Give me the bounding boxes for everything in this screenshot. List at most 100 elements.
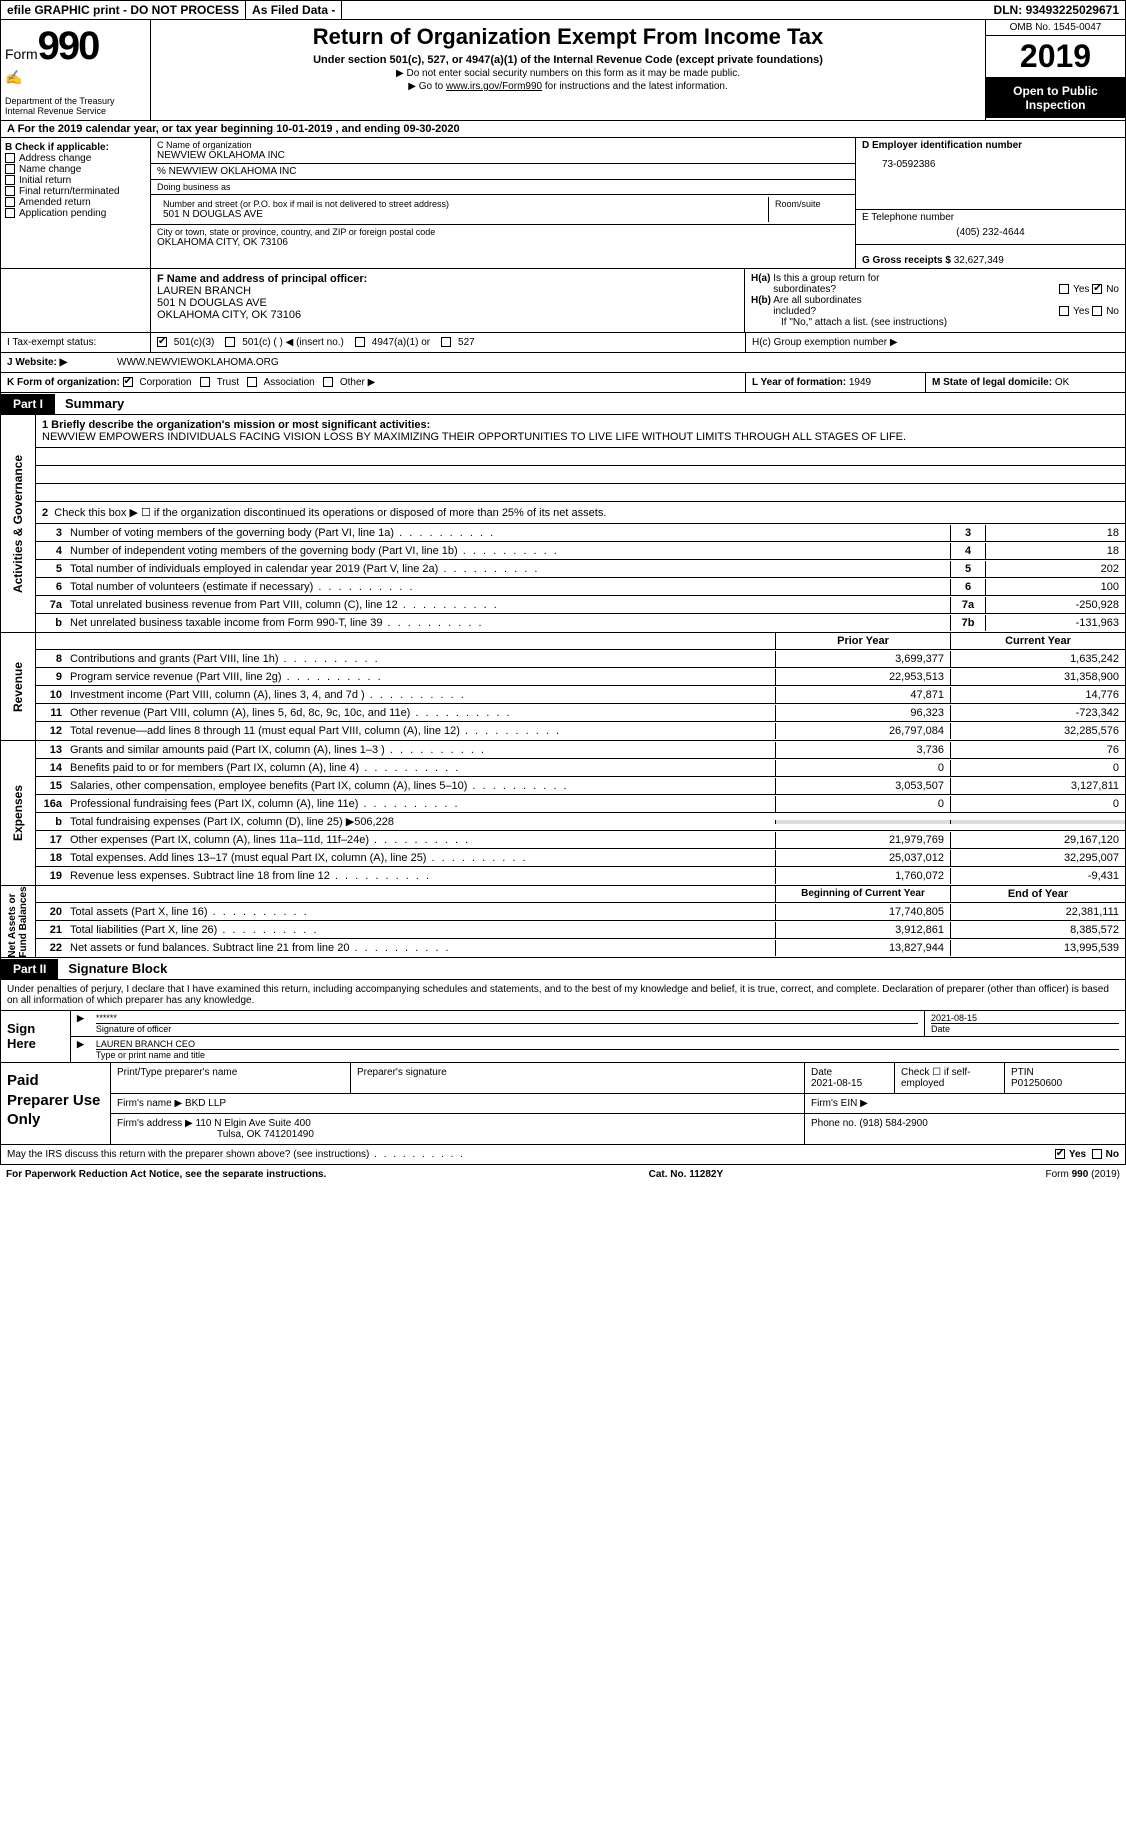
part2-header: Part II Signature Block xyxy=(0,958,1126,980)
chk-final-return[interactable]: Final return/terminated xyxy=(5,186,146,197)
officer-addr: 501 N DOUGLAS AVE xyxy=(157,297,738,309)
chk-527[interactable] xyxy=(441,337,451,347)
paid-preparer-section: Paid Preparer Use Only Print/Type prepar… xyxy=(1,1062,1125,1144)
chk-assoc[interactable] xyxy=(247,377,257,387)
chk-address-change[interactable]: Address change xyxy=(5,153,146,164)
part1-header: Part I Summary xyxy=(0,393,1126,415)
firm-city: Tulsa, OK 741201490 xyxy=(117,1129,314,1140)
current-year-hdr: Current Year xyxy=(950,633,1125,649)
form-word: Form xyxy=(5,46,38,62)
chk-501c3[interactable] xyxy=(157,337,167,347)
expenses-section: Expenses 13Grants and similar amounts pa… xyxy=(0,741,1126,886)
line-21: 21Total liabilities (Part X, line 26)3,9… xyxy=(36,921,1125,939)
chk-pending[interactable]: Application pending xyxy=(5,208,146,219)
gov-line-5: 5Total number of individuals employed in… xyxy=(36,560,1125,578)
city-label: City or town, state or province, country… xyxy=(157,227,849,237)
phone-label: E Telephone number xyxy=(862,212,1119,223)
discuss-yes[interactable] xyxy=(1055,1149,1065,1159)
chk-corp[interactable] xyxy=(123,377,133,387)
year-formed: 1949 xyxy=(849,377,871,388)
m-label: M State of legal domicile: xyxy=(932,377,1052,388)
end-year-hdr: End of Year xyxy=(950,886,1125,902)
chk-trust[interactable] xyxy=(200,377,210,387)
line-13: 13Grants and similar amounts paid (Part … xyxy=(36,741,1125,759)
irs-link[interactable]: www.irs.gov/Form990 xyxy=(446,81,542,92)
omb-number: OMB No. 1545-0047 xyxy=(986,20,1125,36)
form-footer: For Paperwork Reduction Act Notice, see … xyxy=(0,1165,1126,1184)
h-note: If "No," attach a list. (see instruction… xyxy=(751,317,1119,328)
gov-line-7b: bNet unrelated business taxable income f… xyxy=(36,614,1125,632)
ein-label: D Employer identification number xyxy=(862,140,1119,151)
room-label: Room/suite xyxy=(775,199,843,209)
as-filed: As Filed Data - xyxy=(246,1,342,19)
ha-row: H(a) Is this a group return for subordin… xyxy=(751,273,1119,295)
date-label: Date xyxy=(931,1024,1119,1034)
open-to-public: Open to Public Inspection xyxy=(986,78,1125,118)
gov-line-3: 3Number of voting members of the governi… xyxy=(36,524,1125,542)
net-assets-section: Net Assets or Fund Balances Beginning of… xyxy=(0,886,1126,958)
cat-no: Cat. No. 11282Y xyxy=(649,1169,723,1180)
care-of: % NEWVIEW OKLAHOMA INC xyxy=(157,166,849,177)
line-17: 17Other expenses (Part IX, column (A), l… xyxy=(36,831,1125,849)
line-9: 9Program service revenue (Part VIII, lin… xyxy=(36,668,1125,686)
type-name-label: Type or print name and title xyxy=(96,1050,1119,1060)
line-15: 15Salaries, other compensation, employee… xyxy=(36,777,1125,795)
officer-sig: ****** xyxy=(96,1013,918,1024)
prior-year-hdr: Prior Year xyxy=(775,633,950,649)
gross-label: G Gross receipts $ xyxy=(862,255,951,266)
line-22: 22Net assets or fund balances. Subtract … xyxy=(36,939,1125,957)
gov-line-6: 6Total number of volunteers (estimate if… xyxy=(36,578,1125,596)
efile-notice: efile GRAPHIC print - DO NOT PROCESS xyxy=(1,1,246,19)
part1-tag: Part I xyxy=(1,394,55,414)
line-8: 8Contributions and grants (Part VIII, li… xyxy=(36,650,1125,668)
col-b-checkboxes: B Check if applicable: Address change Na… xyxy=(1,138,151,268)
chk-name-change[interactable]: Name change xyxy=(5,164,146,175)
dept-treasury: Department of the Treasury Internal Reve… xyxy=(5,96,146,116)
section-bcd: B Check if applicable: Address change Na… xyxy=(0,138,1126,269)
vert-rev-label: Revenue xyxy=(11,661,25,711)
org-name: NEWVIEW OKLAHOMA INC xyxy=(157,150,849,161)
line-18: 18Total expenses. Add lines 13–17 (must … xyxy=(36,849,1125,867)
phone-value: (405) 232-4644 xyxy=(862,223,1119,242)
goto-note: ▶ Go to www.irs.gov/Form990 for instruct… xyxy=(159,81,977,92)
b-label: B Check if applicable: xyxy=(5,142,146,153)
chk-4947[interactable] xyxy=(355,337,365,347)
subtitle: Under section 501(c), 527, or 4947(a)(1)… xyxy=(159,54,977,66)
line-20: 20Total assets (Part X, line 16)17,740,8… xyxy=(36,903,1125,921)
begin-year-hdr: Beginning of Current Year xyxy=(775,886,950,902)
sig-of-label: Signature of officer xyxy=(96,1024,918,1034)
chk-other[interactable] xyxy=(323,377,333,387)
ein-value: 73-0592386 xyxy=(862,159,1119,170)
chk-501c[interactable] xyxy=(225,337,235,347)
line-10: 10Investment income (Part VIII, column (… xyxy=(36,686,1125,704)
top-bar: efile GRAPHIC print - DO NOT PROCESS As … xyxy=(0,0,1126,20)
col-d-right: D Employer identification number 73-05923… xyxy=(855,138,1125,268)
officer-city: OKLAHOMA CITY, OK 73106 xyxy=(157,309,738,321)
line-19: 19Revenue less expenses. Subtract line 1… xyxy=(36,867,1125,885)
city-state-zip: OKLAHOMA CITY, OK 73106 xyxy=(157,237,849,248)
ssn-note: ▶ Do not enter social security numbers o… xyxy=(159,68,977,79)
prep-date: 2021-08-15 xyxy=(811,1078,862,1089)
addr-label: Number and street (or P.O. box if mail i… xyxy=(163,199,762,209)
revenue-section: Revenue Prior YearCurrent Year 8Contribu… xyxy=(0,633,1126,741)
vert-gov-label: Activities & Governance xyxy=(11,454,25,592)
mission-label: 1 Briefly describe the organization's mi… xyxy=(42,419,1119,431)
paid-preparer-label: Paid Preparer Use Only xyxy=(1,1063,111,1144)
ptin: P01250600 xyxy=(1011,1078,1062,1089)
discuss-no[interactable] xyxy=(1092,1149,1102,1159)
line-14: 14Benefits paid to or for members (Part … xyxy=(36,759,1125,777)
row-klm: K Form of organization: Corporation Trus… xyxy=(0,373,1126,393)
l-label: L Year of formation: xyxy=(752,377,846,388)
col-c-org: C Name of organizationNEWVIEW OKLAHOMA I… xyxy=(151,138,855,268)
firm-name: BKD LLP xyxy=(185,1098,226,1109)
vert-nab-label: Net Assets or Fund Balances xyxy=(7,886,29,957)
row-fh: F Name and address of principal officer:… xyxy=(0,269,1126,333)
chk-initial-return[interactable]: Initial return xyxy=(5,175,146,186)
prep-name-hdr: Print/Type preparer's name xyxy=(111,1063,351,1093)
hb-row: H(b) Are all subordinates included? Yes … xyxy=(751,295,1119,317)
line-2-discontinued: Check this box ▶ ☐ if the organization d… xyxy=(54,507,606,519)
street-address: 501 N DOUGLAS AVE xyxy=(163,209,762,220)
chk-amended[interactable]: Amended return xyxy=(5,197,146,208)
part1-title: Summary xyxy=(55,393,134,414)
prep-sig-hdr: Preparer's signature xyxy=(351,1063,805,1093)
